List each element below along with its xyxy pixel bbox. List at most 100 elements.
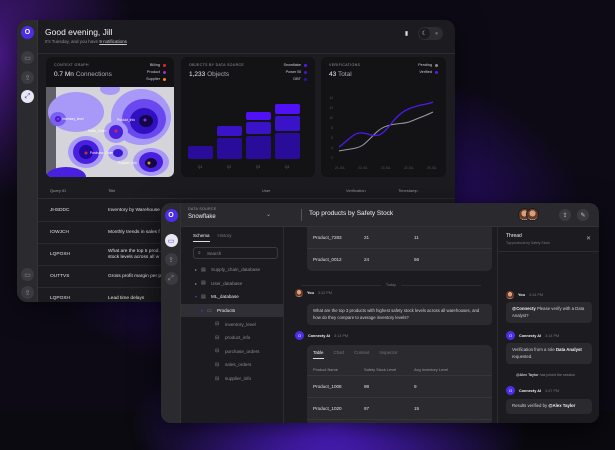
data-source-label: DATA SOURCE [188, 207, 217, 211]
svg-text:Supplier_info: Supplier_info [118, 161, 137, 165]
table-icon: ⊟ [215, 321, 222, 327]
workspace-window: O ▭ ⇪ ⤢ DATA SOURCE Snowflake ⌄ Top prod… [161, 203, 599, 423]
svg-text:14: 14 [329, 96, 333, 100]
header-actions: ▮ ☾ ● [401, 27, 443, 40]
tree-item[interactable]: ⊟sales_orders [181, 358, 283, 372]
tab-inspector[interactable]: Inspector [379, 350, 397, 359]
tab-history[interactable]: History [218, 233, 232, 242]
svg-text:2: 2 [331, 156, 333, 160]
upload-icon[interactable]: ⇪ [21, 71, 34, 84]
legend-supplier: Supplier [146, 76, 166, 83]
svg-text:12: 12 [329, 106, 333, 110]
chevron-down-icon[interactable]: ⌄ [266, 211, 271, 218]
svg-text:Inventory_level: Inventory_level [62, 117, 84, 121]
schema-tabs: Schema History [193, 233, 232, 242]
tree-item[interactable]: ⊟product_info [181, 331, 283, 345]
tree-item[interactable]: ⊟supplier_info [181, 372, 283, 386]
context-legend: Billing Product Supplier [146, 62, 166, 83]
legend-billing: Billing [146, 62, 166, 69]
divider [301, 209, 302, 221]
thread-message: @Connecty Please verify with a Data Anal… [506, 302, 592, 323]
tab-chart[interactable]: Chart [334, 350, 345, 359]
svg-text:Sales_Order: Sales_Order [88, 129, 107, 133]
data-source-select[interactable]: Snowflake [188, 214, 216, 220]
table-icon: ⊟ [215, 335, 222, 341]
context-graph-card: CONTEXT GRAPH 0.7 Mn Connections Billing… [46, 57, 174, 177]
context-graph-map[interactable]: Inventory_level Product_info Sales_Order… [46, 87, 174, 177]
svg-text:23 JUL: 23 JUL [381, 166, 391, 170]
col-user[interactable]: User [262, 188, 270, 193]
svg-text:6: 6 [331, 136, 333, 140]
svg-text:8: 8 [331, 126, 333, 130]
avatar [295, 289, 303, 297]
chat-icon[interactable]: ▭ [21, 51, 34, 64]
svg-text:Purchase_Order: Purchase_Order [90, 151, 114, 155]
collaborators-avatars[interactable] [518, 208, 539, 221]
schema-tree: ▸▤Supply_chain_database ▸▤User_database … [181, 263, 283, 385]
col-query-id[interactable]: Query ID [50, 188, 66, 193]
tree-item[interactable]: ⊟purchase_orders [181, 345, 283, 359]
thread-message: Verification from a role Data Analyst re… [506, 343, 592, 364]
value-number: 0.7 Mn [54, 71, 74, 78]
upload-icon[interactable]: ⇪ [165, 253, 178, 266]
expand-icon[interactable]: ⤢ [21, 90, 34, 103]
svg-text:24 JUL: 24 JUL [404, 166, 414, 170]
chat-icon[interactable]: ▭ [165, 234, 178, 247]
database-icon: ▤ [201, 267, 208, 273]
logo-icon[interactable]: O [165, 209, 178, 222]
col-timestamp[interactable]: Timestamp [398, 188, 418, 193]
logo-icon[interactable]: O [21, 26, 34, 39]
page-title: Top products by Safety Stock [309, 210, 393, 217]
close-icon[interactable]: ✕ [586, 235, 591, 242]
search-input[interactable]: ⌕Search [193, 247, 278, 259]
objects-card: OBJECTS BY DATA SOURCE 1,233 Objects Sno… [181, 57, 315, 177]
edit-icon[interactable]: ✎ [577, 209, 589, 221]
user-icon[interactable]: ⇪ [21, 286, 34, 299]
theme-toggle[interactable]: ☾ ● [418, 27, 443, 40]
tab-context[interactable]: Context [354, 350, 369, 359]
tree-item[interactable]: ▾▭Products [181, 304, 283, 318]
connecty-logo-icon: O [506, 331, 515, 340]
svg-text:Product_info: Product_info [117, 118, 135, 122]
col-title[interactable]: Title [108, 188, 115, 193]
settings-icon[interactable]: ▭ [21, 268, 34, 281]
divider [498, 251, 599, 252]
result-tabs: Table Chart Context Inspector [313, 350, 397, 359]
table-icon: ⊟ [215, 348, 222, 354]
tab-table[interactable]: Table [313, 350, 324, 359]
tree-item[interactable]: ▸▤User_database [181, 277, 283, 291]
tree-item[interactable]: ▾▤ML_database [181, 290, 283, 304]
tree-item[interactable]: ⊟inventory_level [181, 317, 283, 331]
connecty-logo-icon: O [295, 331, 304, 340]
svg-text:21 JUL: 21 JUL [335, 166, 345, 170]
database-icon: ▤ [201, 280, 208, 286]
workspace-sidebar: O ▭ ⇪ ⤢ [161, 203, 181, 423]
greeting: Good evening, Jill [45, 27, 113, 37]
notifications-link[interactable]: 9 notifications [99, 39, 127, 44]
col-verification[interactable]: Verification [346, 188, 366, 193]
table-icon: ⊟ [215, 376, 222, 382]
tab-schema[interactable]: Schema [193, 233, 210, 242]
expand-icon[interactable]: ⤢ [165, 272, 178, 285]
share-icon[interactable]: ⇪ [559, 209, 571, 221]
greeting-subtitle: It's Tuesday, and you have 9 notificatio… [45, 39, 127, 44]
moon-icon: ☾ [419, 28, 430, 39]
verifications-line-chart[interactable]: 14 12 10 8 6 4 2 21 JUL 22 JUL 23 JUL 24… [321, 57, 446, 177]
svg-text:Q1: Q1 [198, 165, 203, 169]
bell-icon[interactable]: ▮ [401, 28, 412, 39]
objects-bar-chart[interactable]: Q1 Q2 Q3 Q4 [181, 57, 315, 177]
tree-item[interactable]: ▸▤Supply_chain_database [181, 263, 283, 277]
ai-result-card: Table Chart Context Inspector Product Na… [307, 345, 492, 423]
header-divider [38, 53, 455, 54]
